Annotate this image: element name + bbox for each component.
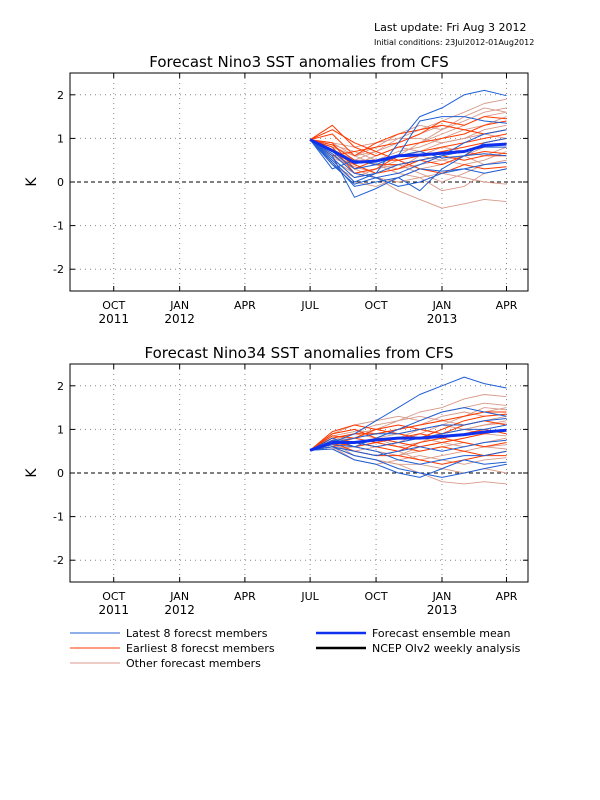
latest-member-line [310, 446, 507, 478]
legend-label: Latest 8 forecst members [126, 627, 268, 640]
x-tick-label: JUL [300, 590, 319, 603]
x-tick-year-label: 2013 [427, 603, 458, 617]
initial-condition-text: Initial conditions: 23Jul2012-01Aug2012 [374, 38, 534, 47]
x-tick-label: APR [496, 590, 518, 603]
x-tick-year-label: 2011 [98, 312, 129, 326]
y-tick-label: -1 [53, 220, 64, 233]
latest-member-line [309, 89, 507, 183]
ensemble-mean-line [309, 138, 507, 164]
other-member-line [309, 139, 507, 170]
legend-label: Forecast ensemble mean [372, 627, 511, 640]
y-tick-label: 2 [57, 89, 64, 102]
ensemble-mean-line [309, 428, 507, 452]
y-tick-label: -1 [53, 511, 64, 524]
earliest-member-line [309, 124, 507, 157]
latest-member-line [309, 139, 507, 170]
y-tick-label: -2 [53, 263, 64, 276]
y-tick-label: 0 [57, 176, 64, 189]
x-tick-year-label: 2011 [98, 603, 129, 617]
other-member-line [309, 407, 507, 451]
y-tick-label: 2 [57, 380, 64, 393]
legend-label: Other forecast members [126, 657, 261, 670]
latest-member-line [309, 407, 507, 451]
x-tick-label: APR [496, 299, 518, 312]
x-tick-year-label: 2013 [427, 312, 458, 326]
latest-member-line [309, 418, 507, 451]
latest-member-line [310, 448, 507, 478]
nino3-panel: Forecast Nino3 SST anomalies from CFS 2 1 0… [24, 53, 529, 326]
legend-label: Earliest 8 forecst members [126, 642, 275, 655]
x-tick-label: JAN [169, 299, 189, 312]
x-tick-label: JAN [432, 590, 452, 603]
latest-member-line [309, 116, 507, 170]
latest-member-line [310, 439, 507, 457]
y-tick-label: -2 [53, 554, 64, 567]
x-tick-label: JUL [300, 299, 319, 312]
x-tick-year-label: 2012 [164, 603, 195, 617]
plot-frame [69, 72, 529, 292]
earliest-member-line [309, 428, 507, 451]
y-axis-label: K [24, 468, 40, 478]
earliest-member-line [309, 442, 507, 465]
nino34-panel: Forecast Nino34 SST anomalies from CFS 2 1… [24, 344, 529, 617]
latest-member-line [309, 129, 507, 185]
chart-title: Forecast Nino34 SST anomalies from CFS [144, 344, 453, 362]
y-axis-label: K [24, 177, 40, 187]
legend: Latest 8 forecst members Earliest 8 forec… [70, 627, 521, 670]
chart-title: Forecast Nino3 SST anomalies from CFS [149, 53, 448, 71]
earliest-member-line [309, 129, 507, 161]
x-tick-year-label: 2012 [164, 312, 195, 326]
x-tick-label: OCT [365, 299, 388, 312]
y-tick-label: 1 [57, 132, 64, 145]
legend-label: NCEP OIv2 weekly analysis [372, 642, 521, 655]
y-tick-label: 1 [57, 423, 64, 436]
x-tick-label: JAN [169, 590, 189, 603]
y-tick-label: 0 [57, 467, 64, 480]
x-tick-label: APR [234, 299, 256, 312]
x-tick-label: OCT [102, 590, 125, 603]
x-tick-label: OCT [365, 590, 388, 603]
x-tick-label: OCT [102, 299, 125, 312]
other-member-line [309, 139, 507, 192]
x-tick-label: JAN [432, 299, 452, 312]
last-update-text: Last update: Fri Aug 3 2012 [374, 21, 526, 34]
x-tick-label: APR [234, 590, 256, 603]
latest-member-line [309, 139, 507, 187]
plot-frame [69, 363, 529, 583]
latest-member-line [309, 376, 507, 451]
